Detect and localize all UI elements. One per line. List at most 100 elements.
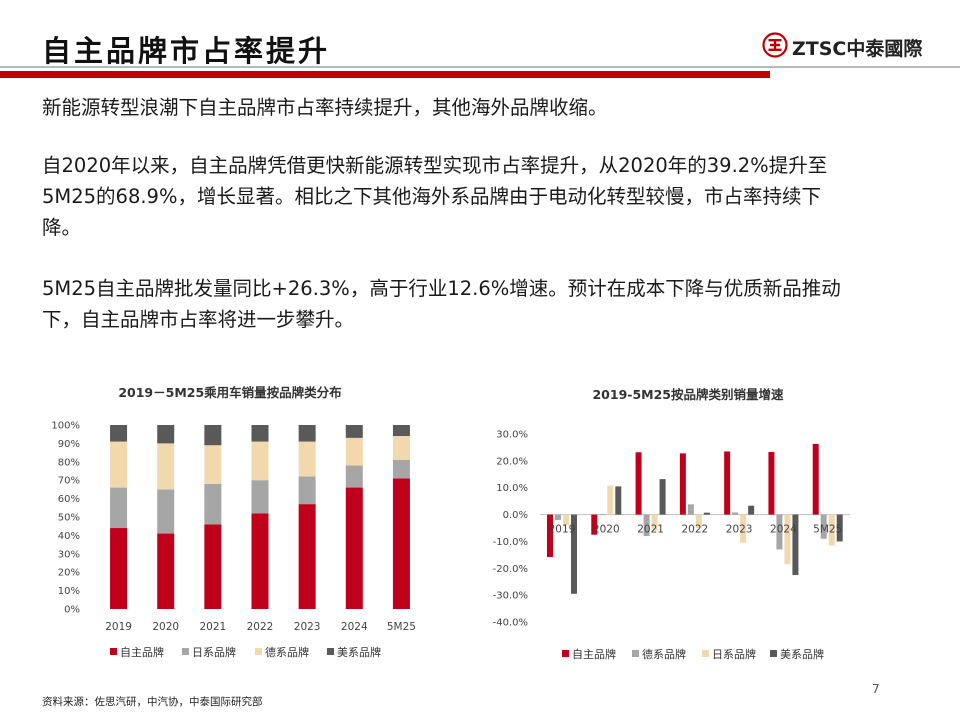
chart1-bar-segment	[298, 476, 316, 505]
chart1-bar-segment	[251, 513, 269, 609]
logo-text: ZTSC中泰國際	[792, 38, 923, 60]
chart1-legend-label: 德系品牌	[265, 645, 309, 659]
chart2-bar	[607, 485, 614, 515]
chart1-x-label: 5M25	[387, 621, 416, 633]
chart2-bar	[659, 479, 666, 515]
chart1-y-tick: 70%	[58, 476, 80, 487]
chart1-x-label: 2019	[105, 621, 132, 633]
chart1-y-tick: 20%	[58, 568, 80, 579]
chart1-y-tick: 60%	[58, 494, 80, 505]
chart1-legend-label: 美系品牌	[337, 645, 381, 659]
page-title: 自主品牌市占率提升	[42, 34, 331, 68]
chart1-bar-segment	[251, 480, 269, 514]
chart2-legend-swatch	[702, 650, 709, 657]
chart1-bar-segment	[298, 441, 316, 477]
chart1-bar-segment	[345, 437, 363, 466]
chart1-bar-segment	[204, 524, 222, 609]
brand-share-stacked-chart: 2019－5M25乘用车销量按品牌类分布 0% 10% 20% 30% 40% 50% 60%…	[51, 385, 416, 659]
chart2-bar	[563, 514, 569, 526]
chart1-bar-segment	[251, 425, 269, 442]
chart2-bar	[555, 514, 561, 520]
chart2-x-label: 5M25	[813, 524, 842, 536]
chart2-bar	[599, 514, 606, 515]
chart2-y-tick: 20.0%	[496, 456, 528, 467]
chart2-bar	[768, 451, 775, 515]
chart1-x-label: 2021	[199, 621, 226, 633]
chart2-bar	[635, 452, 642, 515]
chart2-bar	[695, 514, 702, 528]
chart1-y-tick: 50%	[58, 513, 80, 524]
chart1-bar-segment	[157, 489, 175, 534]
chart2-y-tick: -10.0%	[493, 537, 528, 548]
chart2-y-tick: -40.0%	[493, 618, 528, 629]
chart2-bar	[643, 514, 650, 537]
chart1-bar-segment	[392, 436, 410, 460]
source-note: 资料来源：佐思汽研，中汽协，中泰国际研究部	[42, 696, 263, 708]
chart1-legend-swatch	[110, 648, 117, 655]
chart2-bar	[748, 505, 755, 515]
chart1-y-tick: 30%	[58, 549, 80, 560]
chart1-bar-segment	[110, 528, 128, 609]
chart1-bar-segment	[298, 504, 316, 609]
chart2-bar	[547, 514, 553, 558]
chart1-y-tick: 90%	[58, 439, 80, 450]
chart2-bar	[828, 514, 835, 546]
chart2-title: 2019-5M25按品牌类别销量增速	[592, 387, 784, 402]
chart1-bar-segment	[157, 425, 175, 444]
chart2-x-label: 2023	[726, 524, 753, 536]
chart1-bar-segment	[392, 478, 410, 609]
chart1-bar-segment	[157, 533, 175, 609]
header-divider-red	[0, 71, 770, 78]
chart2-x-label: 2021	[637, 524, 664, 536]
chart2-bar	[615, 486, 622, 515]
paragraph-summary: 新能源转型浪潮下自主品牌市占率持续提升，其他海外品牌收缩。	[42, 96, 608, 119]
page-number: 7	[872, 682, 880, 696]
chart2-bar	[812, 443, 819, 515]
chart2-x-label: 2024	[770, 524, 797, 536]
chart2-legend-label: 美系品牌	[780, 647, 824, 661]
chart1-bar-segment	[204, 483, 222, 525]
chart2-y-tick: 10.0%	[496, 483, 528, 494]
chart1-bar-segment	[110, 441, 128, 488]
chart1-x-label: 2020	[152, 621, 179, 633]
chart1-x-label: 2023	[294, 621, 321, 633]
chart2-bar	[724, 451, 731, 515]
chart2-bar	[651, 514, 658, 531]
chart2-bar	[687, 504, 694, 515]
chart2-x-label: 2020	[593, 524, 620, 536]
chart1-bar-segment	[298, 425, 316, 442]
chart1-bar-segment	[392, 459, 410, 479]
chart2-bar	[732, 512, 739, 515]
chart2-bar	[571, 514, 577, 594]
header-divider-gray	[0, 66, 960, 68]
chart1-bar-segment	[204, 425, 222, 446]
brand-growth-bar-chart: 2019-5M25按品牌类别销量增速 30.0% 20.0% 10.0% 0.0% -10…	[493, 387, 850, 661]
chart2-bar	[679, 453, 686, 515]
chart2-bar	[792, 514, 799, 575]
paragraph-outlook: 5M25自主品牌批发量同比+26.3%，高于行业12.6%增速。预计在成本下降与…	[42, 277, 841, 331]
chart1-bar-segment	[345, 465, 363, 488]
chart2-legend-label: 日系品牌	[712, 647, 756, 661]
chart2-bar	[591, 514, 598, 535]
chart1-x-label: 2022	[247, 621, 274, 633]
chart1-bar-segment	[204, 445, 222, 484]
chart1-legend-label: 日系品牌	[192, 645, 236, 659]
chart2-bar	[836, 514, 843, 542]
chart2-bar	[784, 514, 791, 565]
chart2-legend-swatch	[632, 650, 639, 657]
paragraph-market-share: 自2020年以来，自主品牌凭借更快新能源转型实现市占率提升，从2020年的39.…	[42, 154, 828, 239]
chart1-bar-segment	[110, 425, 128, 442]
chart1-y-tick: 0%	[64, 605, 80, 616]
chart2-x-label: 2022	[681, 524, 708, 536]
company-logo: ZTSC中泰國際	[762, 32, 932, 62]
chart2-legend-swatch	[562, 650, 569, 657]
chart1-x-label: 2024	[341, 621, 368, 633]
chart2-bar	[740, 514, 747, 543]
chart1-legend-swatch	[255, 648, 262, 655]
ztsc-logo-icon	[762, 32, 788, 58]
chart1-legend-swatch	[327, 648, 334, 655]
chart1-bar-segment	[345, 425, 363, 438]
chart1-y-tick: 100%	[51, 421, 80, 432]
chart2-x-label: 2019	[549, 524, 576, 536]
chart2-y-tick: -30.0%	[493, 591, 528, 602]
